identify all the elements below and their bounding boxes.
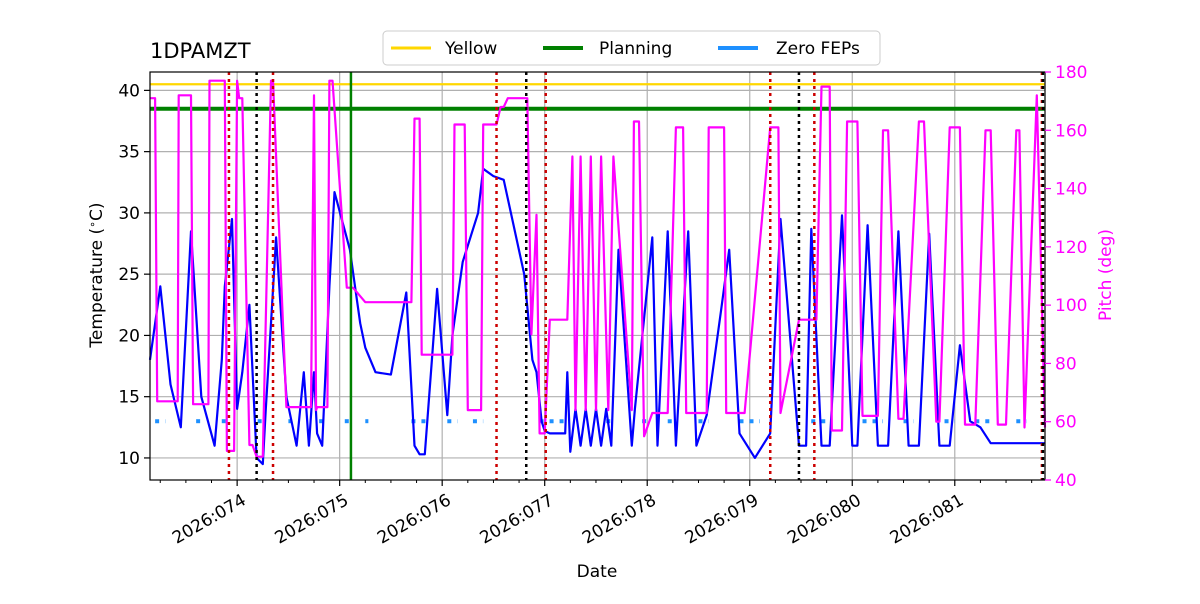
axes: 10 15 20 25 30 35 40 40 60 80 100 120 140 160 180 2026:… — [118, 63, 1087, 548]
y2-tick-label: 180 — [1055, 63, 1087, 83]
y2-tick-label: 120 — [1055, 238, 1087, 258]
y2-tick-label: 140 — [1055, 180, 1087, 200]
pitch-line — [150, 79, 1047, 458]
y2-tick-label: 100 — [1055, 296, 1087, 316]
y2-axis-label: Pitch (deg) — [1096, 229, 1116, 321]
legend-label-planning: Planning — [599, 39, 672, 59]
y-axis-label-unit: C) — [87, 202, 107, 221]
y-tick-label: 15 — [118, 388, 140, 408]
x-tick-label: 2026:081 — [887, 490, 968, 548]
x-tick-label: 2026:075 — [272, 490, 353, 548]
x-tick-label: 2026:078 — [579, 490, 660, 548]
y-tick-label: 20 — [118, 326, 140, 346]
x-axis-label: Date — [577, 562, 618, 582]
y-tick-label: 10 — [118, 449, 140, 469]
legend-frame — [382, 30, 881, 66]
y-axis-label-text: Temperature ( — [87, 228, 107, 349]
y-axis-label-degree: ∘ — [86, 221, 99, 228]
grid-layer — [150, 72, 1045, 480]
command-lines — [227, 72, 1045, 480]
y2-tick-label: 40 — [1055, 471, 1077, 491]
x-tick-label: 2026:077 — [477, 490, 558, 548]
y2-tick-label: 160 — [1055, 121, 1087, 141]
y2-tick-label: 60 — [1055, 413, 1077, 433]
x-tick-label: 2026:076 — [374, 490, 455, 548]
chart-title: 1DPAMZT — [150, 39, 251, 63]
x-tick-label: 2026:079 — [682, 490, 763, 548]
temperature-line — [148, 167, 1045, 466]
plot-frame — [149, 71, 1046, 481]
y-axis-label: Temperature (∘C) — [86, 202, 107, 348]
x-tick-label: 2026:074 — [169, 490, 250, 548]
legend-label-yellow: Yellow — [444, 39, 497, 59]
y2-tick-label: 80 — [1055, 354, 1077, 374]
y-tick-label: 35 — [118, 143, 140, 163]
legend: Yellow Planning Zero FEPs — [382, 30, 881, 66]
x-tick-label: 2026:080 — [784, 490, 865, 548]
y-tick-label: 30 — [118, 204, 140, 224]
limit-lines — [150, 83, 1045, 111]
y-tick-label: 25 — [118, 265, 140, 285]
data-series — [148, 79, 1047, 466]
legend-label-zero-feps: Zero FEPs — [776, 39, 860, 59]
y-tick-label: 40 — [118, 81, 140, 101]
